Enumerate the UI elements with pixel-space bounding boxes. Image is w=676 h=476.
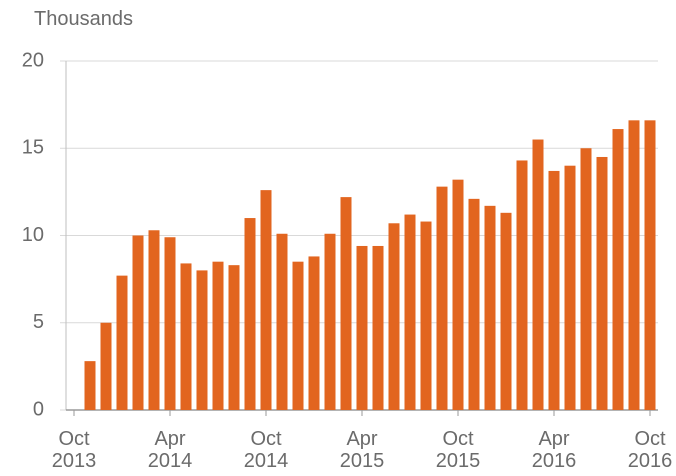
bar [420,221,432,410]
bar [596,156,608,410]
bar [644,120,656,410]
bar [100,322,112,410]
bar [292,261,304,410]
bar [580,148,592,410]
x-tick-label: Apr 2016 [531,428,577,472]
x-tick-label: Apr 2015 [339,428,385,472]
bar [484,205,496,410]
bar [516,160,528,410]
bar [308,256,320,410]
y-axis-unit: Thousands [34,8,133,30]
bar [196,270,208,410]
x-tick-label: Apr 2014 [147,428,193,472]
bar [500,212,512,410]
x-tick-label: Oct 2014 [243,428,289,472]
x-tick-label: Oct 2015 [435,428,481,472]
bar [148,230,160,410]
bar [84,361,96,410]
bar [532,139,544,410]
bar [164,237,176,410]
bar [356,245,368,410]
bar [468,198,480,410]
bar [228,265,240,410]
bar [276,233,288,410]
bar [244,218,256,410]
bar [612,129,624,410]
bar [132,235,144,410]
x-tick-label: Oct 2016 [627,428,673,472]
x-tick-label: Oct 2013 [51,428,97,472]
y-tick-label: 15 [22,137,44,159]
bar [436,186,448,410]
y-tick-label: 5 [33,311,44,333]
bar [548,170,560,410]
bar [324,233,336,410]
bar [564,165,576,410]
bar [388,223,400,410]
y-tick-label: 20 [22,49,44,71]
bar [404,214,416,410]
bar [628,120,640,410]
y-tick-label: 0 [33,398,44,420]
bar [452,179,464,410]
bar [180,263,192,410]
bar [116,275,128,410]
bar [260,190,272,410]
bar [212,261,224,410]
bar [340,197,352,410]
bar [372,245,384,410]
y-tick-label: 10 [22,224,44,246]
